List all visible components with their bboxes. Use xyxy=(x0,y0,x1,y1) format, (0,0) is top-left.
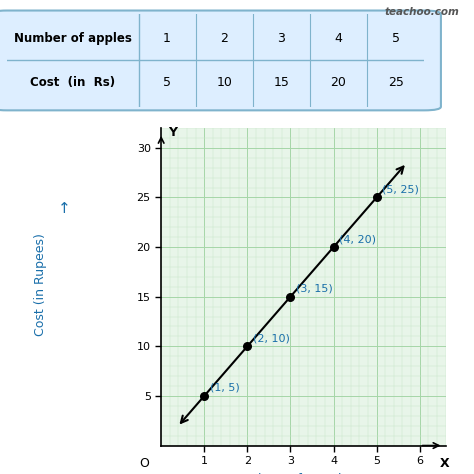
Text: 20: 20 xyxy=(330,76,346,89)
Text: 10: 10 xyxy=(216,76,232,89)
Text: 5: 5 xyxy=(392,32,400,45)
Text: (5, 25): (5, 25) xyxy=(382,184,419,194)
Point xyxy=(201,392,208,400)
Text: (2, 10): (2, 10) xyxy=(253,333,290,343)
Text: ↑: ↑ xyxy=(58,201,70,216)
Text: 5: 5 xyxy=(163,76,171,89)
Text: 25: 25 xyxy=(388,76,403,89)
Text: 1: 1 xyxy=(163,32,171,45)
Text: 3: 3 xyxy=(277,32,285,45)
Text: 2: 2 xyxy=(220,32,228,45)
Text: O: O xyxy=(139,457,149,470)
Text: Cost (in Rupees): Cost (in Rupees) xyxy=(34,233,47,336)
Text: 4: 4 xyxy=(335,32,342,45)
Text: (1, 5): (1, 5) xyxy=(210,383,239,393)
FancyBboxPatch shape xyxy=(0,10,441,110)
Text: teachoo.com: teachoo.com xyxy=(385,7,460,17)
Text: Number of apples: Number of apples xyxy=(14,32,132,45)
Text: (3, 15): (3, 15) xyxy=(296,284,333,294)
Text: Cost  (in  Rs): Cost (in Rs) xyxy=(30,76,115,89)
X-axis label: Liters of Petrol →: Liters of Petrol → xyxy=(251,473,356,474)
Point xyxy=(330,243,337,251)
Point xyxy=(373,194,381,201)
Text: (4, 20): (4, 20) xyxy=(339,234,376,244)
Point xyxy=(287,293,294,301)
Text: X: X xyxy=(440,457,449,470)
Point xyxy=(244,343,251,350)
Text: Y: Y xyxy=(168,127,177,139)
Text: 15: 15 xyxy=(273,76,289,89)
